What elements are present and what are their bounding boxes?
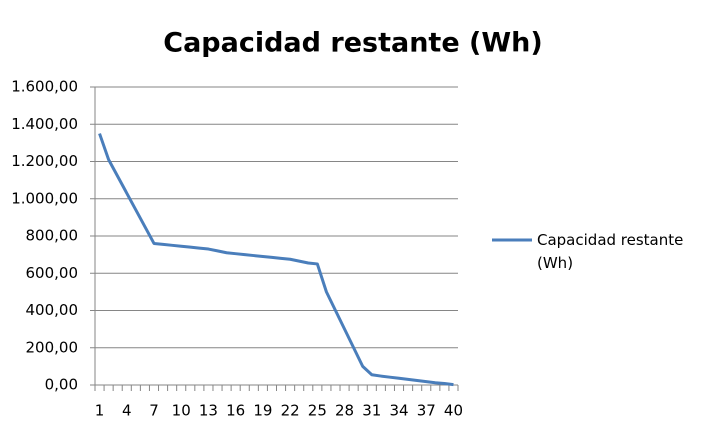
x-tick-label: 40: [444, 402, 463, 420]
x-tick-label: 10: [172, 402, 191, 420]
y-tick-label: 200,00: [26, 338, 79, 356]
x-tick-label: 13: [199, 402, 218, 420]
data-line: [98, 133, 454, 387]
x-tick-label: 4: [122, 402, 132, 420]
y-tick-label: 1.200,00: [11, 152, 78, 170]
y-tick-label: 1.400,00: [11, 115, 78, 133]
x-tick-label: 19: [253, 402, 272, 420]
y-tick-label: 400,00: [26, 301, 79, 319]
x-tick-label: 22: [281, 402, 300, 420]
x-tick-label: 31: [362, 402, 381, 420]
x-tick-label: 34: [389, 402, 408, 420]
x-tick-label: 16: [226, 402, 245, 420]
x-tick-label: 1: [95, 402, 105, 420]
y-tick-label: 1.600,00: [11, 78, 78, 96]
x-tick-label: 25: [308, 402, 327, 420]
x-tick-label: 28: [335, 402, 354, 420]
x-tick-label: 37: [417, 402, 436, 420]
y-tick-label: 800,00: [26, 227, 79, 245]
x-tick-label: 7: [149, 402, 159, 420]
y-tick-label: 0,00: [45, 376, 78, 394]
y-tick-label: 600,00: [26, 264, 79, 282]
y-tick-label: 1.000,00: [11, 189, 78, 207]
chart-title: Capacidad restante (Wh): [163, 28, 542, 59]
legend-label: Capacidad restante (Wh): [537, 231, 683, 272]
